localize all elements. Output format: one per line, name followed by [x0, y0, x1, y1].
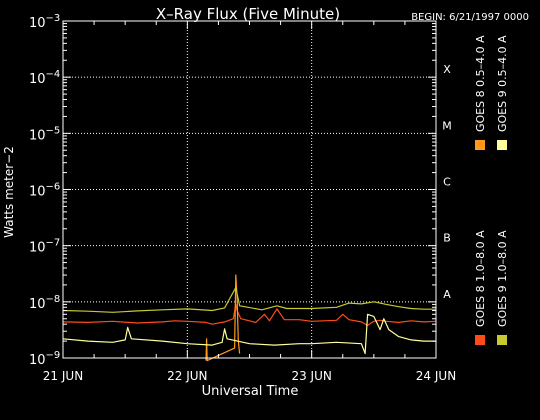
- y-tick-label-0: 10−9: [29, 350, 60, 368]
- x-axis-ticks: 21 JUN 22 JUN 23 JUN 24 JUN: [43, 21, 456, 383]
- flare-class-labels: X M C B A: [442, 63, 452, 301]
- flare-class-c: C: [443, 176, 451, 189]
- y-tick-label-4: 10−5: [29, 125, 60, 143]
- x-tick-label-3: 24 JUN: [416, 369, 456, 383]
- flare-class-x: X: [443, 63, 451, 76]
- legend-swatch-2: [497, 140, 507, 150]
- x-axis-label: Universal Time: [202, 384, 299, 399]
- x-tick-label-2: 23 JUN: [291, 369, 331, 383]
- flare-class-b: B: [443, 232, 451, 245]
- begin-date-label: BEGIN: 6/21/1997 0000: [411, 12, 529, 23]
- legend-swatch-0: [475, 335, 485, 345]
- chart-title: X–Ray Flux (Five Minute): [156, 5, 340, 23]
- y-tick-label-2: 10−7: [29, 238, 60, 256]
- series-line-2: [62, 313, 436, 355]
- x-tick-label-1: 22 JUN: [167, 369, 207, 383]
- x-tick-label-0: 21 JUN: [43, 369, 83, 383]
- series-line-3: [62, 286, 436, 313]
- y-tick-label-3: 10−6: [29, 182, 60, 200]
- grid-lines: [63, 21, 436, 358]
- y-tick-label-5: 10−4: [29, 69, 60, 87]
- series-line-1: [205, 274, 241, 362]
- y-tick-label-6: 10−3: [29, 13, 60, 31]
- y-axis-label: Watts meter−2: [2, 146, 16, 238]
- series-layer: [62, 274, 437, 362]
- legend-label-0: GOES 8 1.0–8.0 A: [474, 230, 487, 327]
- legend-label-1: GOES 8 0.5–4.0 A: [474, 35, 487, 132]
- legend: GOES 8 1.0–8.0 A GOES 8 0.5–4.0 A GOES 9 1…: [474, 35, 509, 345]
- legend-swatch-3: [497, 335, 507, 345]
- y-axis-ticks: 10−9 10−8 10−7 10−6 10−5 10−4 10−3: [29, 13, 436, 368]
- legend-swatch-1: [475, 140, 485, 150]
- flare-class-a: A: [443, 288, 451, 301]
- y-tick-label-1: 10−8: [29, 294, 60, 312]
- legend-label-2: GOES 9 0.5–4.0 A: [496, 35, 509, 132]
- flare-class-m: M: [442, 119, 452, 132]
- legend-label-3: GOES 9 1.0–8.0 A: [496, 230, 509, 327]
